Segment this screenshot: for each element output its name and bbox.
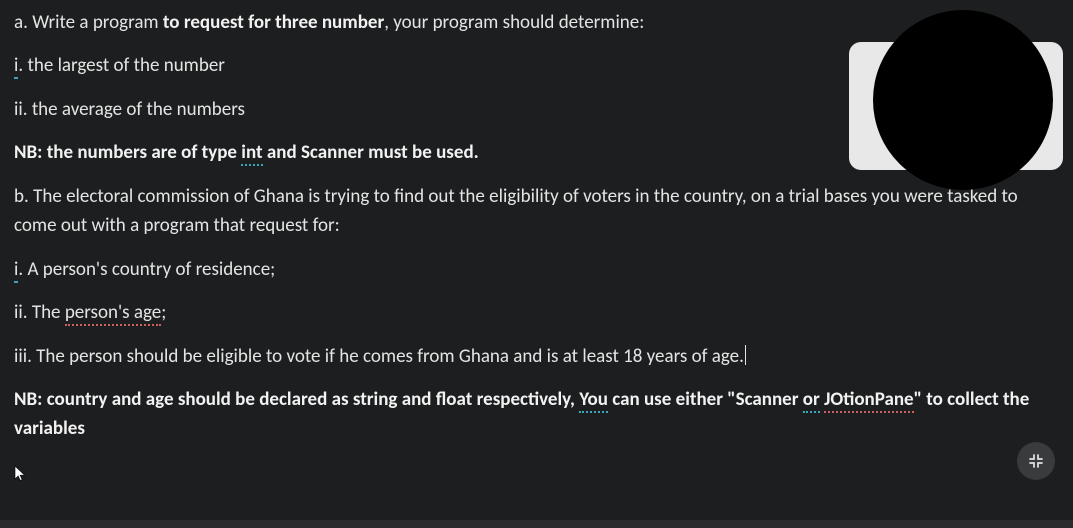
text: NB: country and age should be declared a…	[14, 388, 579, 411]
exit-fullscreen-button[interactable]	[1017, 442, 1055, 480]
question-b-stem: b. The electoral commission of Ghana is …	[14, 182, 1059, 241]
mouse-pointer-icon	[14, 465, 28, 488]
text: iii. The person should be eligible to vo…	[14, 345, 744, 368]
text: can use either "Scanner	[608, 388, 803, 411]
bottom-control-bar	[0, 520, 1073, 528]
question-b-nb: NB: country and age should be declared a…	[14, 385, 1059, 444]
spell-word: JOtionPane	[824, 388, 914, 413]
question-b-item-iii: iii. The person should be eligible to vo…	[14, 342, 1059, 371]
grammar-word: or	[803, 388, 820, 413]
text: . the largest of the number	[18, 54, 225, 77]
text: . A person's country of residence;	[18, 258, 275, 281]
text: ;	[161, 301, 166, 324]
text: NB: the numbers are of type	[14, 141, 241, 164]
bold-text: to request for three number	[163, 11, 384, 34]
underlined-word: int	[241, 141, 262, 166]
underlined-phrase: person's age	[65, 301, 161, 326]
grammar-word: You	[579, 388, 608, 413]
text-cursor	[745, 345, 746, 365]
redaction-circle	[873, 10, 1053, 190]
text: a. Write a program	[14, 11, 163, 34]
question-b-item-ii: ii. The person's age;	[14, 298, 1059, 327]
exit-fullscreen-icon	[1028, 453, 1044, 469]
text: , your program should determine:	[384, 11, 644, 34]
text: and Scanner must be used.	[263, 141, 479, 164]
question-b-item-i: i. A person's country of residence;	[14, 255, 1059, 284]
text: ii. The	[14, 301, 65, 324]
